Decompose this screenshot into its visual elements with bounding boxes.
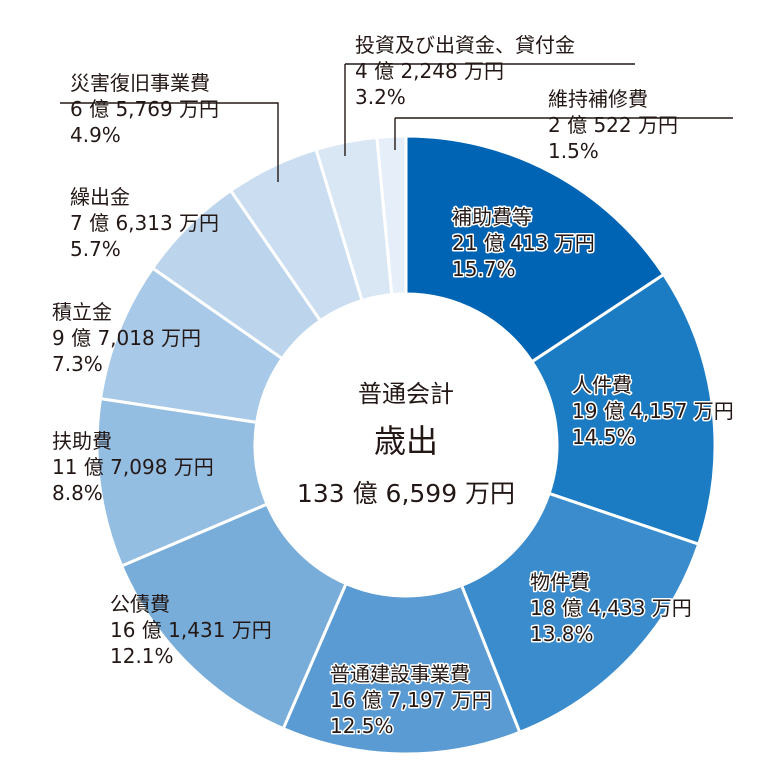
slice-10-pct-label: 3.2%: [355, 85, 406, 109]
center-total: 133 億 6,599 万円: [297, 479, 515, 508]
slice-2: [529, 272, 717, 547]
slice-6-pct-label: 8.8%: [52, 481, 103, 505]
leader-lines: [60, 63, 733, 182]
slice-8-name: 繰出金: [70, 185, 130, 209]
slice-2-pct-label: 14.5%: [572, 425, 636, 449]
slice-4-pct-label: 12.5%: [330, 714, 394, 738]
slice-11-pct-label: 1.5%: [548, 139, 599, 163]
slice-1-name: 補助費等: [452, 205, 532, 229]
slice-4: [281, 581, 522, 756]
slice-3-amount: 18 億 4,433 万円: [530, 596, 692, 620]
slice-11-amount: 2 億 522 万円: [548, 113, 678, 137]
slice-8-amount: 7 億 6,313 万円: [70, 211, 219, 235]
center-title: 普通会計: [358, 380, 454, 408]
center-subtitle: 歳出: [374, 422, 438, 460]
slice-2-amount: 19 億 4,157 万円: [572, 399, 734, 423]
slice-11: [375, 134, 408, 297]
slice-7-amount: 9 億 7,018 万円: [52, 326, 201, 350]
slice-7-name: 積立金: [52, 300, 112, 324]
slice-7-pct-label: 7.3%: [52, 352, 103, 376]
slice-5-name: 公債費: [110, 592, 170, 616]
leader-line-1: [60, 102, 279, 182]
slice-10-name: 投資及び出資金、貸付金: [355, 33, 575, 57]
center-label: 普通会計 歳出 133 億 6,599 万円: [297, 380, 515, 508]
slice-4-name: 普通建設事業費: [330, 662, 470, 686]
slice-6-amount: 11 億 7,098 万円: [52, 455, 214, 479]
slice-5: [119, 502, 349, 731]
slice-9-name: 災害復旧事業費: [70, 71, 210, 95]
slice-9-pct-label: 4.9%: [70, 123, 121, 147]
slices-group: [95, 134, 717, 756]
leader-line-2: [344, 63, 635, 156]
slice-9-amount: 6 億 5,769 万円: [70, 97, 219, 121]
leader-line-3: [394, 117, 733, 150]
slice-3: [459, 491, 701, 735]
slice-4-amount: 16 億 7,197 万円: [330, 688, 492, 712]
slice-11-name: 維持補修費: [548, 87, 648, 111]
slice-10-amount: 4 億 2,248 万円: [355, 59, 504, 83]
slice-2-name: 人件費: [572, 373, 632, 397]
slice-3-pct-label: 13.8%: [530, 622, 594, 646]
slice-5-amount: 16 億 1,431 万円: [110, 618, 272, 642]
slice-1: [404, 134, 666, 364]
slice-1-amount: 21 億 413 万円: [452, 231, 595, 255]
slice-1-pct-label: 15.7%: [452, 257, 516, 281]
slice-6-name: 扶助費: [52, 429, 112, 453]
slice-5-pct-label: 12.1%: [110, 644, 174, 668]
slice-3-name: 物件費: [530, 570, 590, 594]
slice-8-pct-label: 5.7%: [70, 237, 121, 261]
